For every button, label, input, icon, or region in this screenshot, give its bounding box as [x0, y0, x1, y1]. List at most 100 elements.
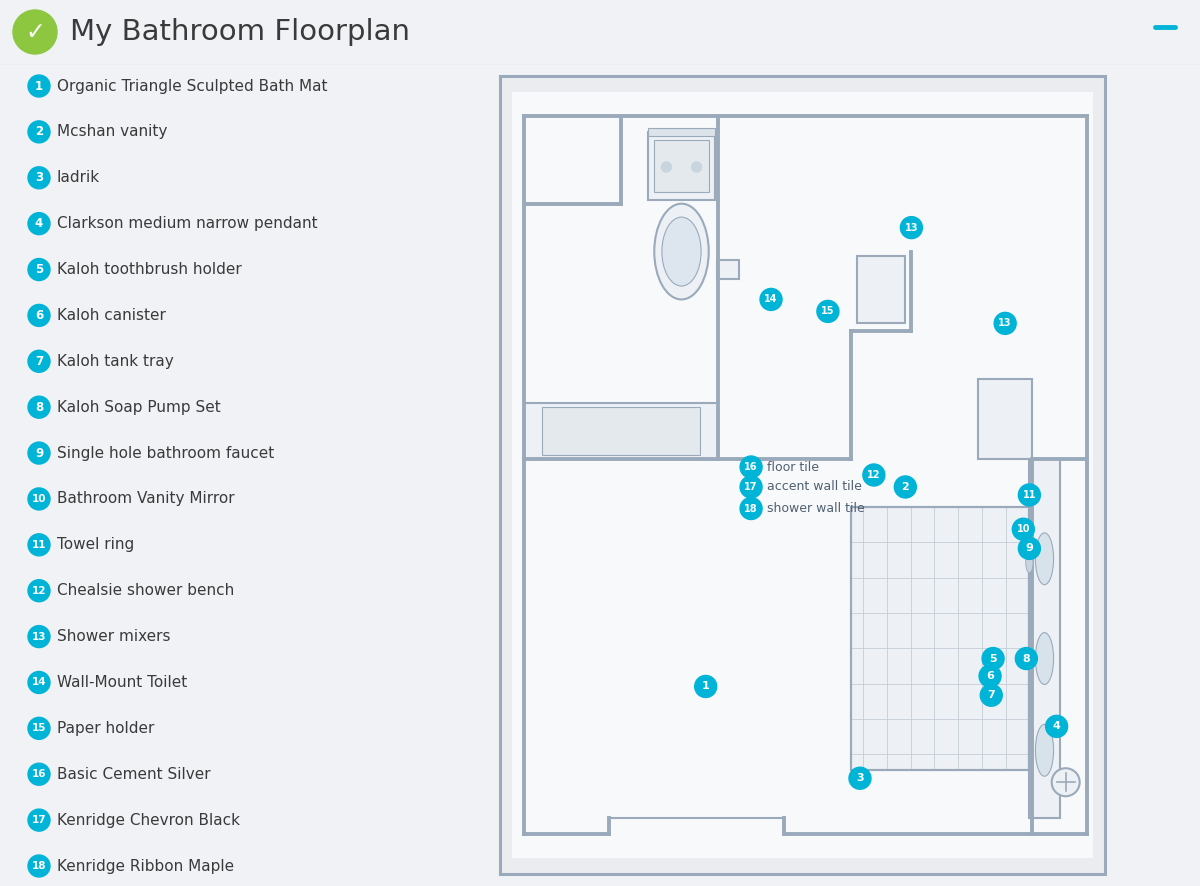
Text: 14: 14	[764, 294, 778, 305]
Text: Towel ring: Towel ring	[58, 537, 134, 552]
Circle shape	[1019, 484, 1040, 506]
Text: 11: 11	[1022, 490, 1036, 500]
Text: 7: 7	[988, 690, 995, 700]
Text: 13: 13	[31, 632, 47, 641]
Circle shape	[28, 809, 50, 831]
Circle shape	[817, 300, 839, 323]
Text: 5: 5	[35, 263, 43, 276]
Text: 15: 15	[31, 723, 47, 734]
Text: 8: 8	[35, 400, 43, 414]
Text: Basic Cement Silver: Basic Cement Silver	[58, 766, 211, 781]
Text: 1: 1	[35, 80, 43, 92]
Text: 6: 6	[986, 671, 994, 681]
Text: 10: 10	[31, 494, 47, 504]
Text: 17: 17	[744, 482, 758, 492]
Circle shape	[1019, 538, 1040, 559]
Text: Kaloh tank tray: Kaloh tank tray	[58, 354, 174, 369]
Circle shape	[740, 498, 762, 519]
Bar	[512, 92, 1093, 858]
Text: Kenridge Chevron Black: Kenridge Chevron Black	[58, 812, 240, 828]
Text: Paper holder: Paper holder	[58, 721, 155, 736]
Circle shape	[1013, 518, 1034, 540]
Text: 1: 1	[702, 681, 709, 691]
Circle shape	[760, 289, 782, 310]
Text: 12: 12	[31, 586, 47, 595]
Text: 10: 10	[1016, 525, 1030, 534]
Circle shape	[691, 162, 702, 172]
Text: My Bathroom Floorplan: My Bathroom Floorplan	[70, 18, 410, 46]
Text: Kaloh toothbrush holder: Kaloh toothbrush holder	[58, 262, 241, 277]
Circle shape	[28, 350, 50, 372]
Text: ✓: ✓	[25, 20, 44, 44]
Circle shape	[28, 396, 50, 418]
Circle shape	[1051, 768, 1080, 797]
Bar	[857, 255, 905, 323]
Text: 4: 4	[35, 217, 43, 230]
Text: 5: 5	[989, 654, 997, 664]
Circle shape	[661, 162, 671, 172]
Bar	[542, 408, 700, 455]
Text: Shower mixers: Shower mixers	[58, 629, 170, 644]
Text: 11: 11	[31, 540, 47, 550]
Text: 2: 2	[35, 126, 43, 138]
Circle shape	[28, 855, 50, 877]
Text: Organic Triangle Sculpted Bath Mat: Organic Triangle Sculpted Bath Mat	[58, 79, 328, 94]
Circle shape	[1015, 648, 1037, 670]
Text: Single hole bathroom faucet: Single hole bathroom faucet	[58, 446, 275, 461]
Text: 14: 14	[31, 678, 47, 688]
Circle shape	[28, 259, 50, 281]
Circle shape	[1045, 715, 1068, 737]
Circle shape	[28, 120, 50, 143]
Circle shape	[863, 464, 884, 486]
Circle shape	[28, 213, 50, 235]
Bar	[978, 379, 1032, 459]
Ellipse shape	[1026, 553, 1033, 572]
Text: 13: 13	[998, 318, 1012, 329]
Bar	[851, 507, 1030, 770]
Text: shower wall tile: shower wall tile	[767, 502, 865, 515]
Text: 15: 15	[821, 307, 835, 316]
Text: Kaloh canister: Kaloh canister	[58, 308, 166, 323]
Ellipse shape	[1036, 633, 1054, 685]
Ellipse shape	[662, 217, 701, 286]
Text: 4: 4	[1052, 721, 1061, 731]
Text: accent wall tile: accent wall tile	[767, 480, 862, 494]
Circle shape	[28, 718, 50, 739]
Text: 13: 13	[905, 222, 918, 233]
Text: 8: 8	[1022, 654, 1031, 664]
Text: Bathroom Vanity Mirror: Bathroom Vanity Mirror	[58, 492, 235, 507]
Circle shape	[28, 305, 50, 326]
Circle shape	[28, 442, 50, 464]
Ellipse shape	[1026, 649, 1033, 669]
Bar	[648, 132, 715, 199]
Circle shape	[28, 534, 50, 556]
Text: 16: 16	[31, 769, 47, 779]
Circle shape	[894, 476, 917, 498]
Text: 9: 9	[1026, 543, 1033, 554]
Circle shape	[28, 579, 50, 602]
Text: 7: 7	[35, 354, 43, 368]
Text: 16: 16	[744, 462, 758, 472]
Text: Wall-Mount Toilet: Wall-Mount Toilet	[58, 675, 187, 690]
Text: 3: 3	[35, 171, 43, 184]
Circle shape	[994, 313, 1016, 334]
Text: 18: 18	[31, 861, 47, 871]
Bar	[524, 403, 718, 459]
Bar	[716, 260, 739, 279]
Text: 6: 6	[35, 309, 43, 322]
Text: 2: 2	[901, 482, 910, 492]
Circle shape	[28, 167, 50, 189]
Circle shape	[980, 684, 1002, 706]
Circle shape	[900, 216, 923, 238]
Circle shape	[695, 675, 716, 697]
Text: 18: 18	[744, 503, 758, 514]
Text: Kenridge Ribbon Maple: Kenridge Ribbon Maple	[58, 859, 234, 874]
Circle shape	[28, 626, 50, 648]
Circle shape	[979, 665, 1001, 688]
Circle shape	[848, 767, 871, 789]
Circle shape	[740, 456, 762, 478]
Text: floor tile: floor tile	[767, 461, 820, 473]
Ellipse shape	[654, 204, 709, 299]
Circle shape	[982, 648, 1004, 670]
Text: 12: 12	[868, 470, 881, 480]
